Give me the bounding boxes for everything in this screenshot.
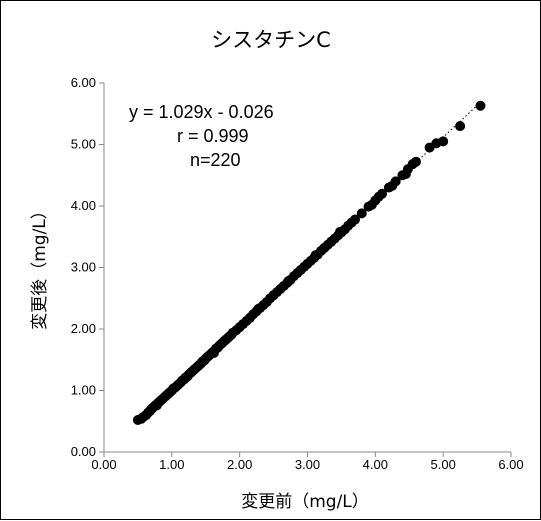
y-tick-label: 4.00 (71, 198, 96, 213)
regression-equation: y = 1.029x - 0.026 (129, 102, 274, 122)
x-axis-label: 変更前（mg/L） (241, 492, 369, 512)
chart-title: シスタチンC (211, 28, 331, 52)
correlation-coefficient: r = 0.999 (177, 126, 249, 146)
data-point (181, 371, 192, 382)
x-tick-label: 5.00 (431, 457, 456, 472)
y-tick-label: 0.00 (71, 444, 96, 459)
data-point (310, 250, 321, 261)
y-tick-label: 5.00 (71, 137, 96, 152)
data-point (208, 347, 219, 358)
data-point (356, 208, 367, 219)
x-tick-label: 4.00 (363, 457, 388, 472)
data-point (411, 156, 422, 167)
data-point (438, 136, 449, 147)
data-point (387, 180, 398, 191)
data-point (349, 214, 360, 225)
data-point (366, 199, 377, 210)
y-tick-label: 2.00 (71, 321, 96, 336)
y-tick-label: 6.00 (71, 75, 96, 90)
x-tick-label: 0.00 (91, 457, 116, 472)
data-point (151, 400, 162, 411)
data-point (136, 413, 147, 424)
sample-count: n=220 (190, 150, 241, 170)
x-tick-label: 6.00 (498, 457, 523, 472)
x-tick-label: 1.00 (159, 457, 184, 472)
data-point (253, 303, 264, 314)
x-tick-label: 3.00 (295, 457, 320, 472)
data-point (335, 226, 346, 237)
y-axis-label: 変更後（mg/L） (30, 202, 50, 330)
y-tick-label: 3.00 (71, 260, 96, 275)
axis-ticks: 0.00 1.00 2.00 3.00 4.00 5.00 6.00 0.00 1.00 2.00… (71, 75, 524, 472)
data-point (377, 188, 388, 199)
data-points (132, 100, 486, 426)
data-point (455, 121, 466, 132)
data-point (283, 276, 294, 287)
data-point (400, 169, 411, 180)
data-point (475, 100, 486, 111)
y-tick-label: 1.00 (71, 383, 96, 398)
x-tick-label: 2.00 (227, 457, 252, 472)
